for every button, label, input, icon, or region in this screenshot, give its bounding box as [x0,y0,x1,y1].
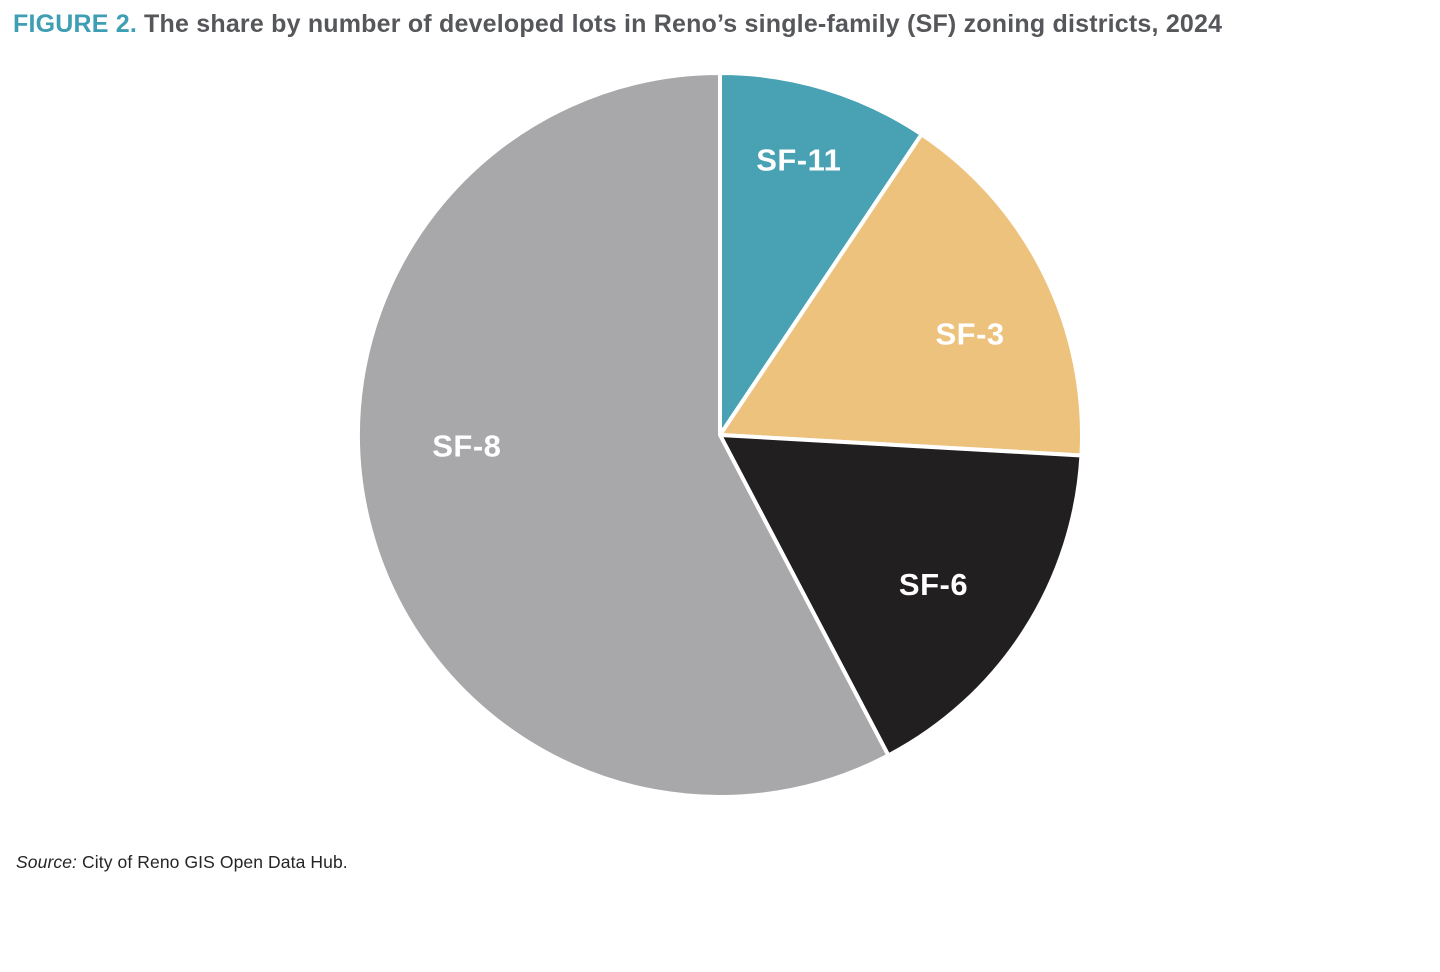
figure-title-text: The share by number of developed lots in… [144,10,1223,38]
slice-label-sf-8: SF-8 [432,429,501,464]
source-text: City of Reno GIS Open Data Hub. [82,852,348,872]
pie-slice-sf-3 [716,131,1084,458]
source-label: Source: [16,852,78,872]
pie-slice-sf-8 [355,70,892,799]
figure-title: FIGURE 2. The share by number of develope… [13,10,1433,39]
slice-label-sf-6: SF-6 [899,567,968,602]
slice-label-sf-11: SF-11 [756,143,841,178]
pie-slice-sf-6 [716,432,1084,759]
source-note: Source: City of Reno GIS Open Data Hub. [16,852,348,873]
pie-slice-sf-11 [718,70,925,442]
slice-label-sf-3: SF-3 [936,317,1005,352]
figure-number-label: FIGURE 2. [13,10,138,38]
